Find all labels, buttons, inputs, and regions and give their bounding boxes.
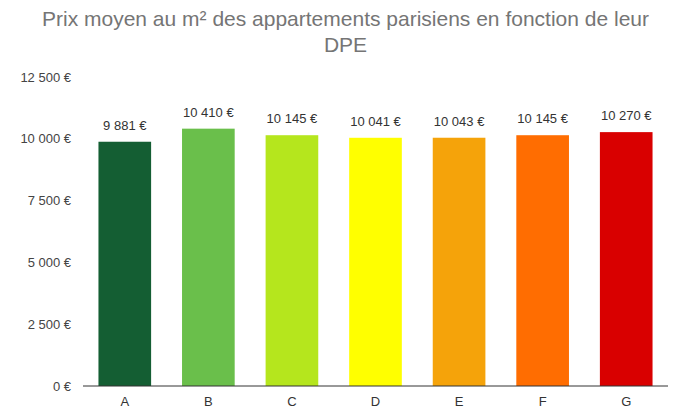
x-tick-label: F [539, 394, 547, 409]
tick-mark [79, 262, 83, 263]
bars [98, 129, 652, 386]
bar [98, 142, 151, 386]
y-tick-label: 12 500 € [20, 70, 71, 85]
bar [600, 132, 653, 386]
y-tick-label: 2 500 € [28, 317, 72, 332]
data-label: 10 145 € [517, 111, 568, 126]
tick-mark [79, 386, 83, 387]
x-tick-label: G [621, 394, 631, 409]
tick-mark [79, 200, 83, 201]
data-label: 10 410 € [183, 105, 234, 120]
tick-mark [79, 138, 83, 139]
bar [182, 129, 235, 386]
tick-mark [79, 324, 83, 325]
x-tick-label: D [371, 394, 380, 409]
page: {"chart_data": {"type": "bar", "title": … [0, 0, 691, 419]
data-label: 10 041 € [350, 114, 401, 129]
data-label: 10 270 € [601, 108, 652, 123]
data-label: 10 043 € [434, 114, 485, 129]
chart-title: Prix moyen au m² des appartements parisi… [40, 6, 651, 58]
y-tick-label: 5 000 € [28, 255, 72, 270]
data-label: 9 881 € [103, 118, 147, 133]
y-tick-label: 0 € [53, 379, 72, 394]
bar [349, 138, 402, 386]
tick-mark [79, 77, 83, 78]
y-tick-label: 10 000 € [20, 131, 71, 146]
x-tick-label: A [120, 394, 129, 409]
bar [266, 135, 319, 386]
chart: 0 € 2 500 € 5 000 € 7 500 € 10 000 € 12 500 €… [0, 0, 691, 419]
bar [433, 138, 486, 386]
bar [516, 135, 569, 386]
data-label: 10 145 € [267, 111, 318, 126]
x-axis-line [83, 386, 668, 387]
x-tick-label: E [455, 394, 464, 409]
x-tick-label: B [204, 394, 213, 409]
y-tick-label: 7 500 € [28, 193, 72, 208]
x-tick-label: C [287, 394, 296, 409]
